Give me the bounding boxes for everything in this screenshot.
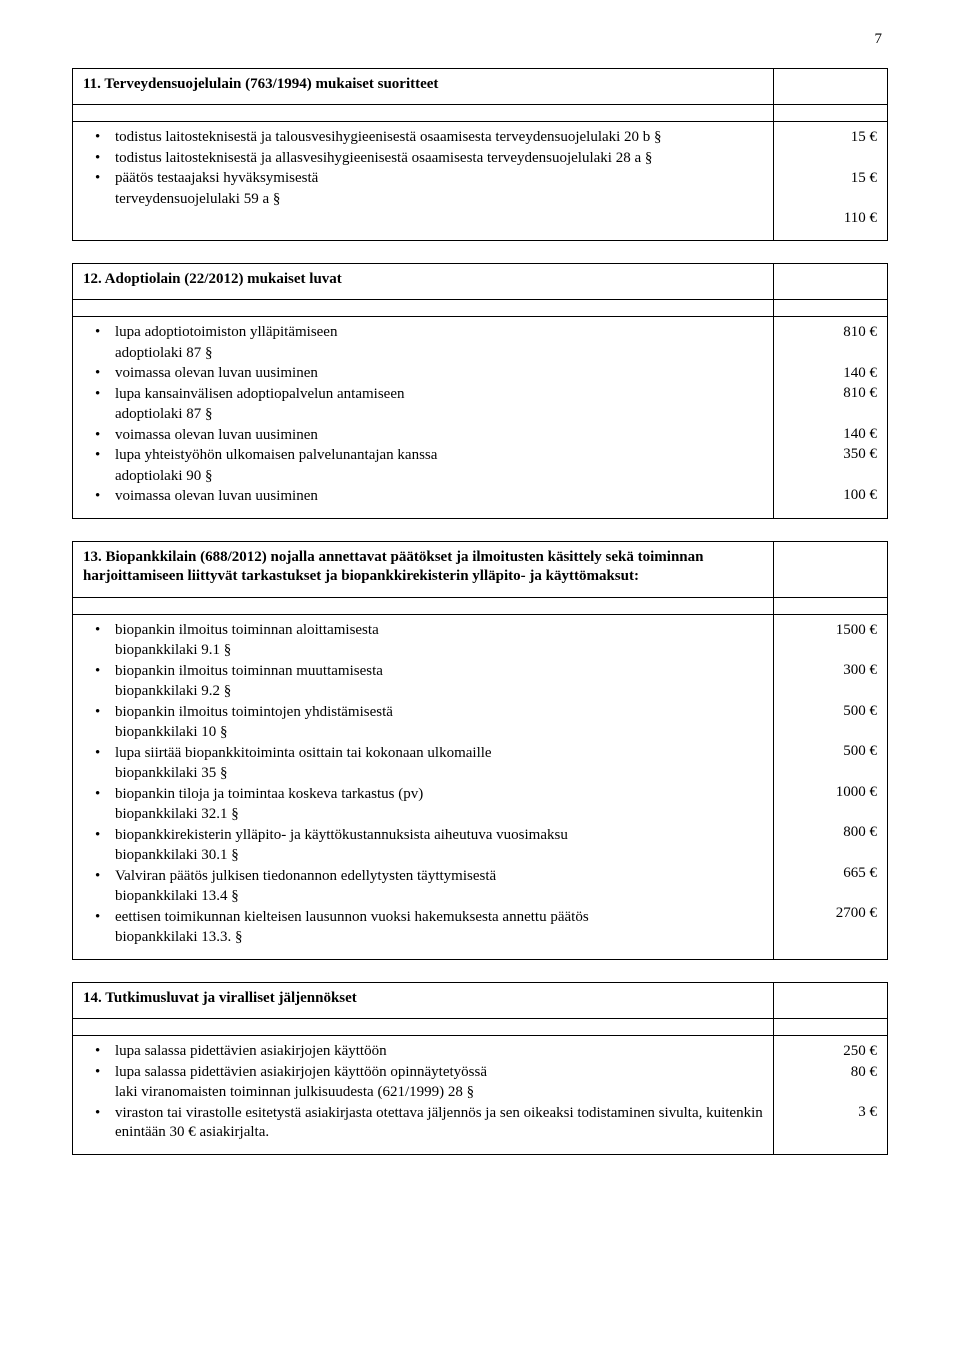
list-item: lupa kansainvälisen adoptiopalvelun anta… <box>101 385 763 405</box>
section-11-heading: 11. Terveydensuojelulain (763/1994) muka… <box>73 68 774 105</box>
price-value: 300 € <box>784 661 877 681</box>
price-value: 810 € <box>784 323 877 343</box>
list-item: voimassa olevan luvan uusiminen <box>101 364 763 384</box>
section-12-table: 12. Adoptiolain (22/2012) mukaiset luvat… <box>72 263 888 519</box>
list-item: biopankkilaki 9.2 § <box>101 682 763 702</box>
price-value: 350 € <box>784 445 877 465</box>
price-value: 500 € <box>784 702 877 722</box>
price-value: 1500 € <box>784 621 877 641</box>
section-14-table: 14. Tutkimusluvat ja viralliset jäljennö… <box>72 982 888 1155</box>
price-value: 100 € <box>784 486 877 506</box>
list-item: biopankin ilmoitus toiminnan muuttamises… <box>101 662 763 682</box>
list-item: terveydensuojelulaki 59 a § <box>101 190 763 210</box>
section-14-content: lupa salassa pidettävien asiakirjojen kä… <box>73 1036 774 1155</box>
list-item: lupa salassa pidettävien asiakirjojen kä… <box>101 1063 763 1083</box>
section-13-heading-right <box>773 541 887 597</box>
price-value: 250 € <box>784 1042 877 1062</box>
section-13-prices: 1500 € 300 € 500 € 500 € 1000 € 800 € 66… <box>773 614 887 959</box>
price-value: 110 € <box>784 209 877 229</box>
spacer <box>73 1019 774 1036</box>
price-value <box>784 1083 877 1102</box>
list-item: todistus laitosteknisestä ja talousvesih… <box>101 128 763 148</box>
list-item: voimassa olevan luvan uusiminen <box>101 487 763 507</box>
spacer <box>773 597 887 614</box>
price-value: 800 € <box>784 823 877 843</box>
price-value <box>784 189 877 208</box>
section-13-table: 13. Biopankkilain (688/2012) nojalla ann… <box>72 541 888 960</box>
section-12-heading: 12. Adoptiolain (22/2012) mukaiset luvat <box>73 263 774 300</box>
section-11-prices: 15 € 15 € 110 € <box>773 122 887 241</box>
price-value <box>784 844 877 863</box>
section-14-heading: 14. Tutkimusluvat ja viralliset jäljennö… <box>73 982 774 1019</box>
price-value <box>784 466 877 485</box>
price-value: 665 € <box>784 864 877 884</box>
price-value: 2700 € <box>784 904 877 924</box>
list-item: biopankkilaki 32.1 § <box>101 805 763 825</box>
list-item: biopankin tiloja ja toimintaa koskeva ta… <box>101 785 763 805</box>
list-item: lupa yhteistyöhön ulkomaisen palvelunant… <box>101 446 763 466</box>
spacer <box>73 597 774 614</box>
price-value <box>784 641 877 660</box>
price-value <box>784 682 877 701</box>
price-value <box>784 763 877 782</box>
price-value: 500 € <box>784 742 877 762</box>
price-value: 15 € <box>784 169 877 189</box>
price-value <box>784 405 877 424</box>
price-value: 3 € <box>784 1103 877 1123</box>
list-item: todistus laitosteknisestä ja allasvesihy… <box>101 149 763 169</box>
price-value: 15 € <box>784 128 877 148</box>
price-value: 140 € <box>784 425 877 445</box>
list-item: biopankkirekisterin ylläpito- ja käyttök… <box>101 826 763 846</box>
section-12-prices: 810 € 140 €810 € 140 €350 € 100 € <box>773 317 887 519</box>
section-11-table: 11. Terveydensuojelulain (763/1994) muka… <box>72 68 888 241</box>
list-item: adoptiolaki 90 § <box>101 467 763 487</box>
list-item: biopankkilaki 35 § <box>101 764 763 784</box>
section-13-heading: 13. Biopankkilain (688/2012) nojalla ann… <box>73 541 774 597</box>
section-14-prices: 250 €80 € 3 € <box>773 1036 887 1155</box>
price-value <box>784 884 877 903</box>
list-item: lupa siirtää biopankkitoiminta osittain … <box>101 744 763 764</box>
list-item: biopankkilaki 10 § <box>101 723 763 743</box>
spacer <box>773 105 887 122</box>
section-11-content: todistus laitosteknisestä ja talousvesih… <box>73 122 774 241</box>
price-value: 1000 € <box>784 783 877 803</box>
price-value <box>784 722 877 741</box>
list-item: laki viranomaisten toiminnan julkisuudes… <box>101 1083 763 1103</box>
price-value <box>784 344 877 363</box>
section-14-heading-right <box>773 982 887 1019</box>
price-value <box>784 149 877 168</box>
list-item: biopankin ilmoitus toimintojen yhdistämi… <box>101 703 763 723</box>
section-12-content: lupa adoptiotoimiston ylläpitämiseenadop… <box>73 317 774 519</box>
section-13-content: biopankin ilmoitus toiminnan aloittamise… <box>73 614 774 959</box>
list-item: adoptiolaki 87 § <box>101 405 763 425</box>
price-value <box>784 803 877 822</box>
price-value: 80 € <box>784 1063 877 1083</box>
list-item: päätös testaajaksi hyväksymisestä <box>101 169 763 189</box>
list-item: eettisen toimikunnan kielteisen lausunno… <box>101 908 763 928</box>
section-12-heading-right <box>773 263 887 300</box>
spacer <box>73 105 774 122</box>
list-item: Valviran päätös julkisen tiedonannon ede… <box>101 867 763 887</box>
spacer <box>73 300 774 317</box>
spacer <box>773 300 887 317</box>
list-item: biopankkilaki 13.4 § <box>101 887 763 907</box>
list-item: biopankkilaki 9.1 § <box>101 641 763 661</box>
price-value: 810 € <box>784 384 877 404</box>
list-item: biopankkilaki 13.3. § <box>101 928 763 948</box>
section-11-heading-right <box>773 68 887 105</box>
price-value: 140 € <box>784 364 877 384</box>
list-item: viraston tai virastolle esitetystä asiak… <box>101 1104 763 1143</box>
list-item: lupa adoptiotoimiston ylläpitämiseen <box>101 323 763 343</box>
list-item: voimassa olevan luvan uusiminen <box>101 426 763 446</box>
list-item: lupa salassa pidettävien asiakirjojen kä… <box>101 1042 763 1062</box>
spacer <box>773 1019 887 1036</box>
list-item: biopankin ilmoitus toiminnan aloittamise… <box>101 621 763 641</box>
page-number: 7 <box>72 30 888 50</box>
list-item: adoptiolaki 87 § <box>101 344 763 364</box>
list-item: biopankkilaki 30.1 § <box>101 846 763 866</box>
